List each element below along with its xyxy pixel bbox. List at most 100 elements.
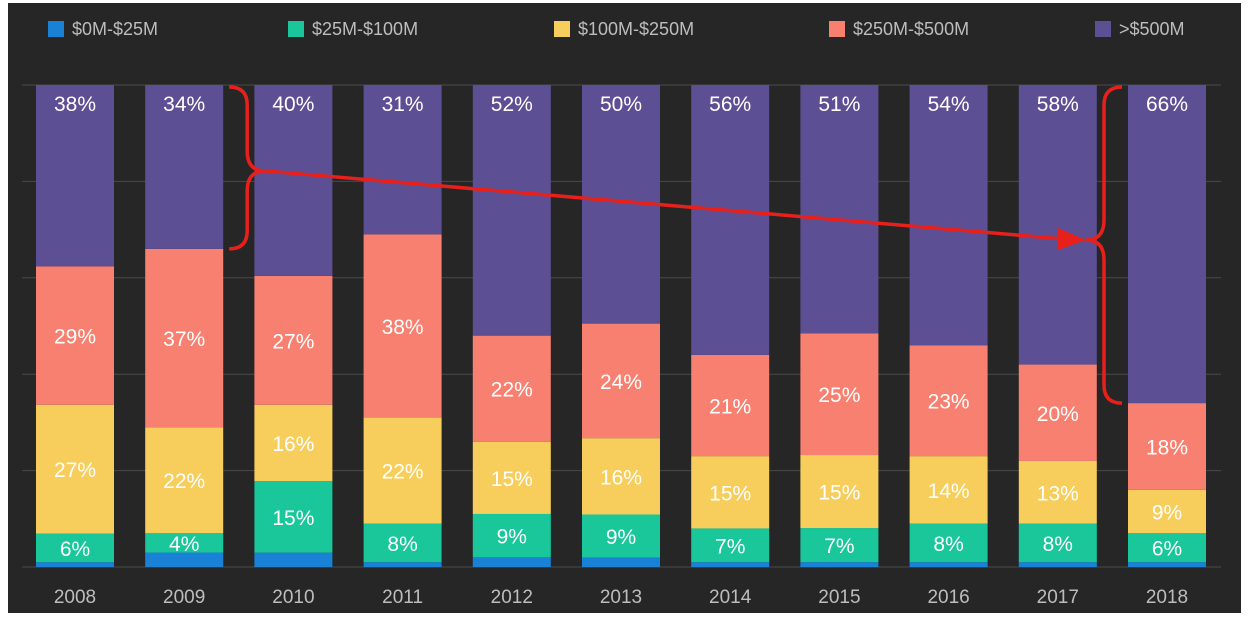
data-label-250m-500m-2015: 25%	[818, 384, 860, 407]
chart-legend: $0M-$25M $25M-$100M $100M-$250M $250M-$5…	[8, 17, 1241, 41]
bar-segment-100m-250m-2017	[1018, 460, 1097, 524]
x-tick-label-2013: 2013	[600, 587, 642, 608]
legend-item-over-500m: >$500M	[1095, 17, 1185, 41]
bar-segment-500m-2016	[909, 85, 988, 346]
data-label-25m-100m-2018: 6%	[1152, 538, 1182, 561]
bar-segment-500m-2010	[254, 85, 333, 276]
data-label-500m-2013: 50%	[600, 93, 642, 116]
legend-swatch-over-500m	[1095, 21, 1111, 37]
legend-swatch-250m-500m	[829, 21, 845, 37]
bar-segment-0m-25m-2010	[254, 552, 333, 567]
legend-label-over-500m: >$500M	[1119, 18, 1185, 39]
bar-segment-500m-2014	[691, 85, 770, 355]
bar-segment-100m-250m-2013	[582, 438, 660, 515]
data-label-100m-250m-2016: 14%	[928, 480, 970, 503]
data-label-250m-500m-2011: 38%	[382, 316, 424, 339]
x-tick-label-2017: 2017	[1037, 587, 1079, 608]
data-label-25m-100m-2013: 9%	[606, 526, 636, 549]
bar-segment-25m-100m-2009	[145, 533, 224, 553]
bar-segment-25m-100m-2008	[36, 533, 114, 563]
data-label-100m-250m-2011: 22%	[382, 461, 424, 484]
bar-segment-250m-500m-2008	[36, 266, 114, 405]
bar-segment-500m-2009	[145, 85, 224, 249]
data-label-250m-500m-2012: 22%	[491, 379, 533, 402]
data-label-250m-500m-2010: 27%	[272, 330, 314, 353]
bar-segment-250m-500m-2015	[800, 333, 879, 456]
data-label-100m-250m-2008: 27%	[54, 459, 96, 482]
bar-segment-250m-500m-2016	[909, 345, 988, 457]
bar-segment-500m-2008	[36, 85, 114, 267]
bar-segment-100m-250m-2014	[691, 456, 770, 529]
data-label-25m-100m-2009: 4%	[169, 533, 199, 556]
data-label-100m-250m-2010: 16%	[272, 433, 314, 456]
bar-segment-250m-500m-2014	[691, 354, 770, 457]
bar-segment-100m-250m-2011	[363, 417, 442, 524]
bar-segment-500m-2015	[800, 85, 879, 334]
bar-segment-25m-100m-2010	[254, 481, 333, 553]
legend-item-250m-500m: $250M-$500M	[829, 17, 969, 41]
bar-segment-100m-250m-2015	[800, 455, 879, 529]
data-label-500m-2018: 66%	[1146, 93, 1188, 116]
legend-swatch-25m-100m	[288, 21, 304, 37]
bar-segment-250m-500m-2010	[254, 275, 333, 405]
legend-label-100m-250m: $100M-$250M	[578, 18, 695, 39]
trend-annotation	[229, 85, 1123, 405]
data-label-500m-2011: 31%	[382, 93, 424, 116]
x-tick-label-2018: 2018	[1146, 587, 1188, 608]
data-label-250m-500m-2014: 21%	[709, 396, 751, 419]
data-label-25m-100m-2012: 9%	[497, 526, 527, 549]
data-label-100m-250m-2013: 16%	[600, 466, 642, 489]
bar-segment-500m-2017	[1018, 85, 1097, 365]
bar-segment-0m-25m-2014	[691, 562, 770, 567]
data-label-25m-100m-2011: 8%	[387, 533, 417, 556]
data-label-250m-500m-2008: 29%	[54, 326, 96, 349]
x-tick-label-2016: 2016	[927, 587, 969, 608]
x-tick-label-2014: 2014	[709, 587, 752, 608]
bar-segment-25m-100m-2017	[1018, 523, 1097, 563]
bar-segment-500m-2018	[1128, 85, 1206, 404]
bar-segment-100m-250m-2010	[254, 404, 333, 482]
bar-segment-25m-100m-2016	[909, 523, 988, 563]
data-labels: 6% 27% 29% 38% 4% 22% 37% 34% 15% 16% 27% 40% 8% 22% 3…	[54, 93, 1188, 561]
bar-segment-0m-25m-2013	[582, 557, 660, 567]
bar-segment-250m-500m-2018	[1128, 403, 1206, 490]
data-label-500m-2010: 40%	[272, 93, 314, 116]
data-label-25m-100m-2014: 7%	[715, 535, 745, 558]
data-label-25m-100m-2015: 7%	[824, 535, 854, 558]
data-label-500m-2014: 56%	[709, 93, 751, 116]
bar-segment-250m-500m-2011	[363, 234, 442, 418]
data-label-250m-500m-2009: 37%	[163, 328, 205, 351]
bar-segment-0m-25m-2015	[800, 562, 879, 567]
bar-segment-250m-500m-2009	[145, 248, 224, 428]
bar-segment-250m-500m-2013	[582, 323, 660, 439]
data-label-500m-2012: 52%	[491, 93, 533, 116]
legend-item-0m-25m: $0M-$25M	[48, 17, 158, 41]
data-label-25m-100m-2017: 8%	[1043, 533, 1073, 556]
data-label-100m-250m-2012: 15%	[491, 468, 533, 491]
bar-segment-250m-500m-2012	[472, 335, 551, 442]
bar-segment-25m-100m-2015	[800, 528, 879, 563]
x-tick-label-2011: 2011	[382, 587, 423, 608]
bar-segment-25m-100m-2014	[691, 528, 770, 563]
bar-segment-100m-250m-2016	[909, 456, 988, 524]
data-label-500m-2008: 38%	[54, 93, 96, 116]
legend-item-25m-100m: $25M-$100M	[288, 17, 418, 41]
x-tick-label-2012: 2012	[491, 587, 533, 608]
data-label-100m-250m-2017: 13%	[1037, 482, 1079, 505]
bar-segment-100m-250m-2012	[472, 441, 551, 514]
data-label-100m-250m-2009: 22%	[163, 470, 205, 493]
trend-arrow-head	[1058, 228, 1086, 251]
stacked-bar-chart: 6% 27% 29% 38% 4% 22% 37% 34% 15% 16% 27% 40% 8% 22% 3…	[22, 84, 1221, 608]
legend-label-25m-100m: $25M-$100M	[312, 18, 419, 39]
chart-panel: $0M-$25M $25M-$100M $100M-$250M $250M-$5…	[8, 3, 1241, 613]
data-label-500m-2015: 51%	[818, 93, 860, 116]
data-label-25m-100m-2016: 8%	[933, 533, 963, 556]
bar-segment-0m-25m-2011	[363, 562, 442, 567]
data-label-25m-100m-2008: 6%	[60, 538, 90, 561]
data-label-500m-2016: 54%	[928, 93, 970, 116]
data-label-100m-250m-2014: 15%	[709, 482, 751, 505]
data-label-500m-2009: 34%	[163, 93, 205, 116]
x-tick-label-2008: 2008	[54, 587, 96, 608]
x-tick-label-2009: 2009	[163, 587, 205, 608]
data-label-25m-100m-2010: 15%	[272, 507, 314, 530]
